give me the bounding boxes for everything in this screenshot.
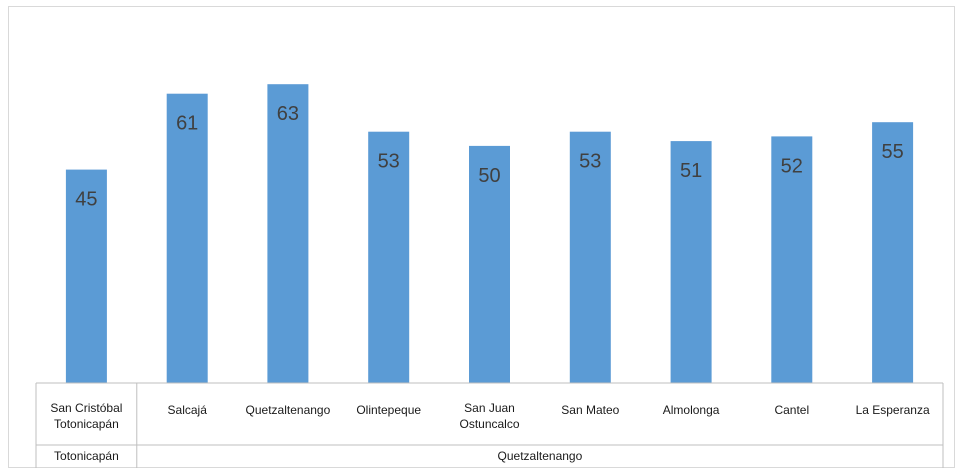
category-label-2: Salcajá	[168, 403, 208, 417]
group-label-1: Totonicapán	[54, 449, 119, 463]
category-label-6: San Mateo	[561, 403, 619, 417]
category-label-9: La Esperanza	[856, 403, 930, 417]
bar-6	[569, 131, 611, 383]
data-label-2: 61	[176, 113, 198, 135]
bar-1	[65, 169, 107, 383]
category-label-3: Quetzaltenango	[246, 403, 331, 417]
data-label-7: 51	[680, 160, 702, 182]
bar-chart: 45 61 63 53 50 53 51 52 55 San Cristóbal Totonicap…	[35, 84, 944, 468]
bars-group	[65, 84, 914, 383]
data-label-5: 50	[478, 165, 500, 187]
bar-4	[368, 131, 410, 383]
data-label-9: 55	[881, 141, 903, 163]
bar-2	[166, 93, 208, 383]
data-label-8: 52	[781, 155, 803, 177]
data-label-3: 63	[277, 103, 299, 125]
category-label-7: Almolonga	[663, 403, 720, 417]
data-label-6: 53	[579, 151, 601, 173]
category-labels-group: San Cristóbal Totonicapán Salcajá Quetzalte…	[50, 401, 930, 431]
category-label-8: Cantel	[774, 403, 809, 417]
category-label-4: Olintepeque	[356, 403, 421, 417]
bar-5	[469, 145, 510, 383]
chart-frame: 45 61 63 53 50 53 51 52 55 San Cristóbal Totonicap…	[8, 6, 955, 468]
category-label-1-line-1: San Cristóbal	[50, 401, 122, 415]
category-label-5-line-1: San Juan	[464, 401, 515, 415]
bar-7	[670, 141, 712, 383]
data-labels-group: 45 61 63 53 50 53 51 52 55	[75, 103, 903, 210]
category-label-1-line-2: Totonicapán	[54, 417, 119, 431]
bar-8	[771, 136, 813, 383]
data-label-1: 45	[75, 189, 97, 211]
data-label-4: 53	[378, 151, 400, 173]
group-label-2: Quetzaltenango	[498, 449, 583, 463]
bar-9	[872, 122, 914, 383]
bar-3	[267, 84, 309, 383]
category-label-5-line-2: Ostuncalco	[459, 417, 519, 431]
